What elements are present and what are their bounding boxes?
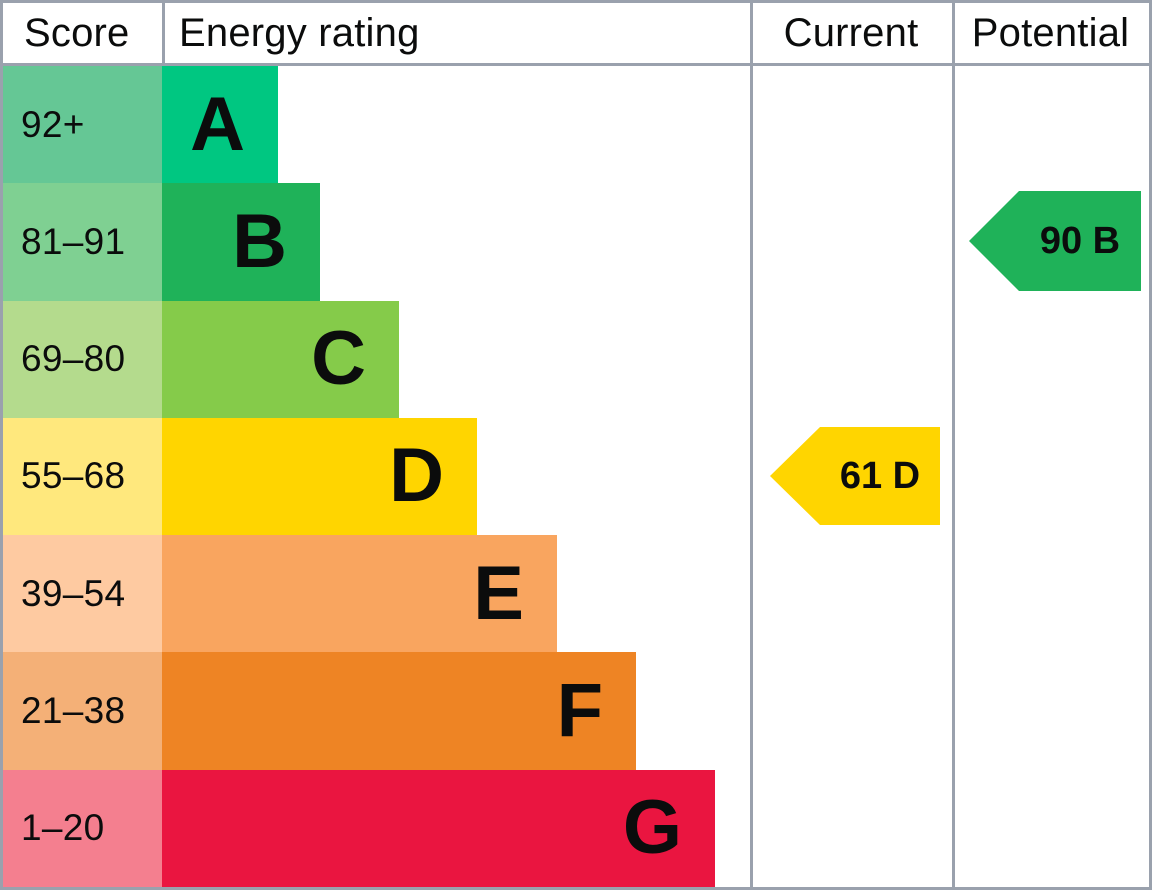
current-rating-label: 61 D <box>839 454 921 497</box>
score-column-divider <box>162 3 165 63</box>
band-row-g: 1–20 G <box>3 769 750 887</box>
band-row-e: 39–54 E <box>3 535 750 653</box>
current-rating-arrow: 61 D <box>770 427 940 525</box>
score-range-cell-e: 39–54 <box>3 535 162 653</box>
rating-bar-c: C <box>162 300 399 418</box>
rating-letter-e: E <box>473 550 524 636</box>
rating-letter-b: B <box>232 198 287 284</box>
rating-bar-d: D <box>162 417 477 536</box>
rating-letter-f: F <box>556 668 603 754</box>
rating-letter-g: G <box>622 785 682 871</box>
rating-letter-c: C <box>311 316 366 402</box>
score-range-cell-g: 1–20 <box>3 769 162 887</box>
rating-letter-d: D <box>389 433 444 519</box>
score-range-label: 1–20 <box>21 807 105 849</box>
score-range-cell-b: 81–91 <box>3 183 162 301</box>
potential-rating-arrow: 90 B <box>969 191 1141 291</box>
band-row-d: 55–68 D <box>3 417 750 536</box>
score-range-label: 55–68 <box>21 455 126 497</box>
column-header-current: Current <box>783 10 919 55</box>
score-range-cell-d: 55–68 <box>3 417 162 536</box>
band-row-c: 69–80 C <box>3 300 750 418</box>
rating-bar-b: B <box>162 183 320 301</box>
score-range-cell-a: 92+ <box>3 66 162 184</box>
rating-bar-e: E <box>162 535 557 653</box>
band-row-b: 81–91 B <box>3 183 750 301</box>
column-header-score: Score <box>24 10 130 55</box>
column-header-potential: Potential <box>971 10 1130 55</box>
score-range-label: 92+ <box>21 103 85 145</box>
score-range-cell-f: 21–38 <box>3 652 162 770</box>
column-header-energy-rating: Energy rating <box>179 10 420 55</box>
rating-bar-a: A <box>162 66 278 184</box>
score-range-label: 21–38 <box>21 690 126 732</box>
score-range-label: 81–91 <box>21 220 126 262</box>
band-row-f: 21–38 F <box>3 652 750 770</box>
rating-letter-a: A <box>190 81 245 167</box>
header-divider-line <box>3 63 1149 66</box>
current-column-divider <box>750 3 753 887</box>
rating-bands: 92+ A 81–91 B 69–80 C 55–68 D 39–54 E 21… <box>3 66 750 887</box>
potential-column-divider <box>952 3 955 887</box>
rating-bar-f: F <box>162 652 636 770</box>
rating-bar-g: G <box>162 769 715 887</box>
score-range-label: 39–54 <box>21 572 126 614</box>
score-range-cell-c: 69–80 <box>3 300 162 418</box>
potential-rating-label: 90 B <box>1039 219 1121 262</box>
band-row-a: 92+ A <box>3 66 750 184</box>
score-range-label: 69–80 <box>21 338 126 380</box>
